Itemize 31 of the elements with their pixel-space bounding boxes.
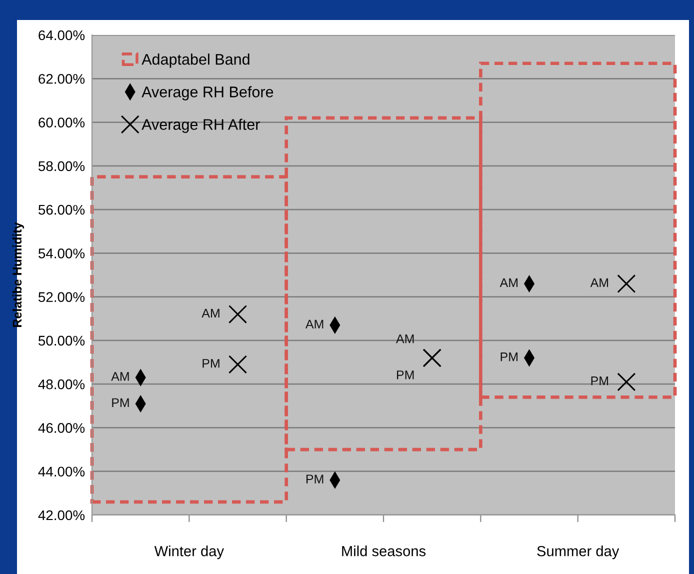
y-tick-label: 42.00% [38, 510, 85, 520]
y-tick-label: 48.00% [38, 379, 85, 390]
data-label: PM [306, 474, 324, 484]
y-tick-label: 52.00% [38, 292, 85, 302]
legend-label: Average RH Before [142, 86, 274, 100]
data-label: PM [500, 352, 518, 362]
legend-label: Adaptabel Band [142, 54, 250, 68]
x-tick-label: Summer day [537, 546, 620, 560]
y-tick-label: 56.00% [38, 204, 85, 215]
data-label: AM [500, 278, 518, 287]
x-tick-label: Winter day [154, 546, 224, 560]
y-tick-label: 44.00% [38, 466, 85, 477]
legend-label: Average RH After [142, 118, 260, 133]
y-tick-label: 58.00% [38, 161, 85, 172]
data-label: AM [396, 334, 414, 344]
y-axis-title: Relatibe Humidity [12, 222, 24, 327]
data-label: AM [305, 320, 324, 328]
data-label: PM [591, 376, 608, 386]
data-label: PM [202, 359, 220, 368]
data-label: PM [112, 398, 129, 407]
y-tick-label: 62.00% [38, 74, 85, 84]
y-tick-label: 54.00% [38, 248, 85, 258]
data-label: AM [590, 278, 608, 287]
x-tick-label: Mild seasons [342, 546, 426, 556]
data-label: AM [111, 372, 129, 381]
y-tick-label: 60.00% [38, 118, 85, 128]
y-tick-label: 46.00% [38, 423, 85, 433]
data-label: AM [202, 308, 220, 318]
y-tick-label: 64.00% [38, 30, 85, 40]
data-label: PM [396, 370, 414, 380]
y-tick-label: 50.00% [38, 336, 85, 346]
